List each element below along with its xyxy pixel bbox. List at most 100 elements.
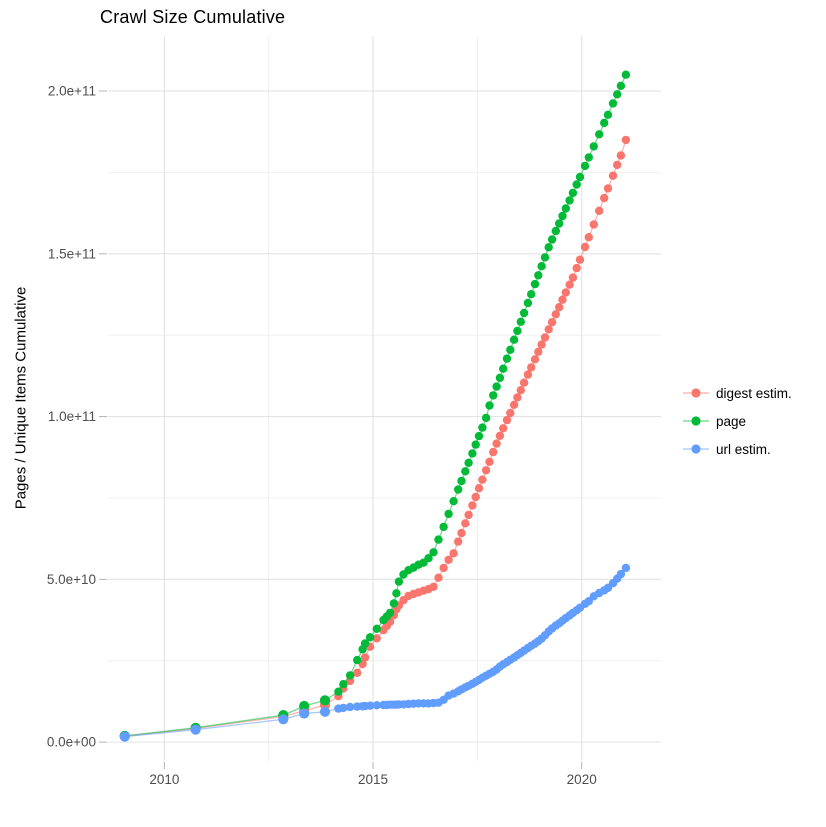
series-point-digest-estim xyxy=(530,355,540,364)
series-point-url-estim xyxy=(299,708,310,719)
x-tick-label: 2010 xyxy=(149,772,179,787)
series-point-digest-estim xyxy=(372,634,381,643)
series-point-digest-estim xyxy=(454,537,463,546)
series-point-page xyxy=(534,271,543,280)
series-point-digest-estim xyxy=(613,160,622,170)
y-tick-label: 2.0e+11 xyxy=(48,84,96,99)
x-tick-label: 2020 xyxy=(567,772,597,787)
legend-item-url-estim: url estim. xyxy=(681,435,792,463)
series-point-digest-estim xyxy=(489,447,498,457)
series-point-digest-estim xyxy=(616,151,626,160)
series-point-digest-estim xyxy=(580,242,590,252)
series-point-url-estim xyxy=(365,701,375,710)
series-point-page xyxy=(353,655,362,665)
y-tick-label: 5.0e+10 xyxy=(47,572,96,587)
legend-key-url-estim xyxy=(683,444,709,454)
series-point-page xyxy=(424,554,433,563)
series-point-page xyxy=(385,608,395,618)
series-point-digest-estim xyxy=(568,273,578,282)
series-point-digest-estim xyxy=(471,492,480,502)
series-point-page xyxy=(434,535,443,544)
series-point-digest-estim xyxy=(584,233,593,242)
series-point-url-estim xyxy=(278,714,289,725)
series-point-url-estim xyxy=(119,731,130,742)
series-point-digest-estim xyxy=(534,347,543,356)
series-point-digest-estim xyxy=(516,386,525,395)
series-point-page xyxy=(449,497,458,506)
series-point-digest-estim xyxy=(481,466,491,475)
series-point-page xyxy=(544,243,553,252)
series-point-page xyxy=(474,431,484,441)
series-point-page xyxy=(616,81,626,91)
series-point-page xyxy=(468,449,477,458)
series-point-page xyxy=(392,589,401,598)
series-point-digest-estim xyxy=(572,263,581,273)
series-line-url-estim xyxy=(124,567,627,738)
series-point-digest-estim xyxy=(506,408,515,418)
series-point-digest-estim xyxy=(449,549,458,558)
series-point-page xyxy=(516,317,525,326)
series-point-page xyxy=(299,700,310,712)
series-point-page xyxy=(513,326,522,336)
series-point-page xyxy=(555,219,564,228)
series-point-page xyxy=(485,401,494,410)
series-point-url-estim xyxy=(616,569,626,579)
legend: digest estim. page url estim. xyxy=(681,379,792,463)
series-point-digest-estim xyxy=(474,484,484,493)
series-point-page xyxy=(365,633,375,642)
series-point-digest-estim xyxy=(600,193,609,203)
series-point-digest-estim xyxy=(439,563,448,573)
legend-key-dot-url-estim xyxy=(691,444,701,454)
series-point-page xyxy=(345,671,355,680)
series-point-page xyxy=(489,391,498,400)
series-point-digest-estim xyxy=(464,510,473,520)
legend-key-page xyxy=(683,416,709,426)
series-point-page xyxy=(360,639,370,648)
series-point-page xyxy=(334,687,343,696)
series-point-page xyxy=(523,298,533,308)
series-point-page xyxy=(394,577,404,586)
series-point-page xyxy=(589,142,598,151)
series-line-digest-estim xyxy=(124,139,627,737)
series-point-page xyxy=(444,509,453,519)
series-point-digest-estim xyxy=(547,318,557,327)
series-point-digest-estim xyxy=(444,555,453,564)
series-point-digest-estim xyxy=(555,303,564,312)
series-point-page xyxy=(478,423,487,432)
series-point-page xyxy=(530,279,540,289)
series-point-page xyxy=(506,345,515,354)
series-point-page xyxy=(603,110,613,120)
series-point-digest-estim xyxy=(495,431,505,440)
series-point-digest-estim xyxy=(429,582,438,591)
series-point-digest-estim xyxy=(499,424,508,433)
series-point-digest-estim xyxy=(575,255,585,264)
legend-label-url-estim: url estim. xyxy=(716,441,771,457)
series-point-page xyxy=(481,413,491,423)
legend-label-digest-estim: digest estim. xyxy=(716,385,792,401)
series-point-digest-estim xyxy=(457,528,466,538)
series-point-page xyxy=(568,188,578,198)
series-point-digest-estim xyxy=(513,393,522,402)
series-point-page xyxy=(502,354,512,363)
y-tick-label: 1.5e+11 xyxy=(48,246,96,261)
series-point-page xyxy=(540,253,550,262)
y-tick-label: 0.0e+00 xyxy=(47,735,96,750)
series-point-url-estim xyxy=(345,702,355,712)
chart-title: Crawl Size Cumulative xyxy=(100,7,286,27)
series-point-page xyxy=(551,226,560,236)
series-point-url-estim xyxy=(621,563,631,573)
x-tick-label: 2015 xyxy=(358,772,388,787)
series-point-page xyxy=(454,485,463,494)
y-tick-label: 1.0e+11 xyxy=(48,409,96,424)
series-point-digest-estim xyxy=(527,363,536,372)
series-point-digest-estim xyxy=(468,501,477,510)
legend-key-digest-estim xyxy=(683,388,709,398)
series-point-page xyxy=(464,458,473,467)
series-point-page xyxy=(558,211,567,221)
series-point-page xyxy=(499,364,508,373)
series-point-digest-estim xyxy=(603,184,613,193)
series-point-digest-estim xyxy=(519,378,529,387)
series-point-page xyxy=(527,290,536,299)
series-point-page xyxy=(372,624,381,633)
